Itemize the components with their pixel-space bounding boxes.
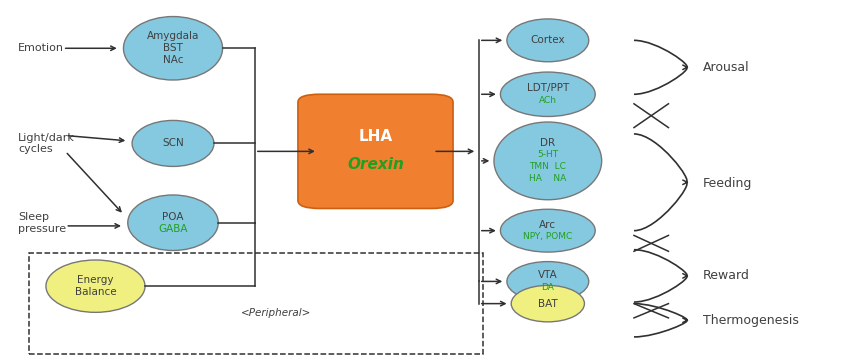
Text: <Peripheral>: <Peripheral> xyxy=(242,308,312,318)
Text: ACh: ACh xyxy=(539,96,557,105)
Text: Thermogenesis: Thermogenesis xyxy=(702,314,799,327)
Text: LHA: LHA xyxy=(358,129,393,144)
Text: Cortex: Cortex xyxy=(531,35,565,45)
Text: Amygdala: Amygdala xyxy=(147,31,199,41)
Text: Balance: Balance xyxy=(75,287,117,297)
Text: DR: DR xyxy=(540,138,556,148)
Text: Sleep
pressure: Sleep pressure xyxy=(18,212,66,233)
Text: Energy: Energy xyxy=(77,275,114,285)
Ellipse shape xyxy=(128,195,218,250)
Text: Light/dark
cycles: Light/dark cycles xyxy=(18,132,75,154)
Text: SCN: SCN xyxy=(162,138,184,148)
Text: BAT: BAT xyxy=(538,299,557,309)
Text: HA    NA: HA NA xyxy=(529,175,566,183)
Text: Reward: Reward xyxy=(702,269,750,282)
Text: GABA: GABA xyxy=(158,224,188,234)
Text: DA: DA xyxy=(541,283,554,292)
Ellipse shape xyxy=(507,262,589,301)
Text: LDT/PPT: LDT/PPT xyxy=(526,83,569,93)
Ellipse shape xyxy=(46,260,145,312)
Text: Orexin: Orexin xyxy=(347,157,404,172)
Ellipse shape xyxy=(132,121,214,166)
Text: Emotion: Emotion xyxy=(18,43,64,53)
FancyBboxPatch shape xyxy=(298,94,453,208)
Text: NAc: NAc xyxy=(163,55,183,65)
Ellipse shape xyxy=(494,122,602,200)
Text: NPY, POMC: NPY, POMC xyxy=(523,232,572,241)
Ellipse shape xyxy=(511,285,584,322)
Text: BST: BST xyxy=(163,43,183,53)
Text: VTA: VTA xyxy=(538,270,557,280)
Text: Arc: Arc xyxy=(539,220,557,230)
Text: TMN  LC: TMN LC xyxy=(529,162,566,171)
Ellipse shape xyxy=(501,72,595,117)
Text: POA: POA xyxy=(162,212,184,222)
Text: 5-HT: 5-HT xyxy=(538,150,558,159)
Text: Feeding: Feeding xyxy=(702,176,753,189)
Ellipse shape xyxy=(123,17,223,80)
Ellipse shape xyxy=(507,19,589,62)
Text: Arousal: Arousal xyxy=(702,61,750,74)
Ellipse shape xyxy=(501,209,595,252)
